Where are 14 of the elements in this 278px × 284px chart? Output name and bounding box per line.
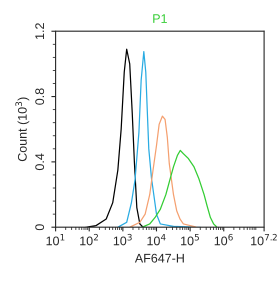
x-axis-title: AF647-H <box>134 254 184 263</box>
chart-title: P1 <box>153 14 167 23</box>
x-tick-label: 10$^{1}$ <box>46 234 64 246</box>
y-axis-title: Count (10$^{3}$) <box>15 97 30 162</box>
y-tick-label: 1.2 <box>35 23 44 39</box>
x-tick-label: 10$^{2}$ <box>80 234 98 246</box>
y-tick-label: 0 <box>35 224 44 230</box>
y-tick-label: 0.8 <box>35 88 44 105</box>
x-tick-label: 10$^{5}$ <box>181 234 199 246</box>
x-tick-label: 10$^{7.2}$ <box>251 234 277 246</box>
x-tick-label: 10$^{4}$ <box>147 234 166 246</box>
x-tick-label: 10$^{3}$ <box>114 234 132 246</box>
y-tick-label: 0.4 <box>35 154 44 170</box>
x-tick-label: 10$^{6}$ <box>214 234 233 246</box>
